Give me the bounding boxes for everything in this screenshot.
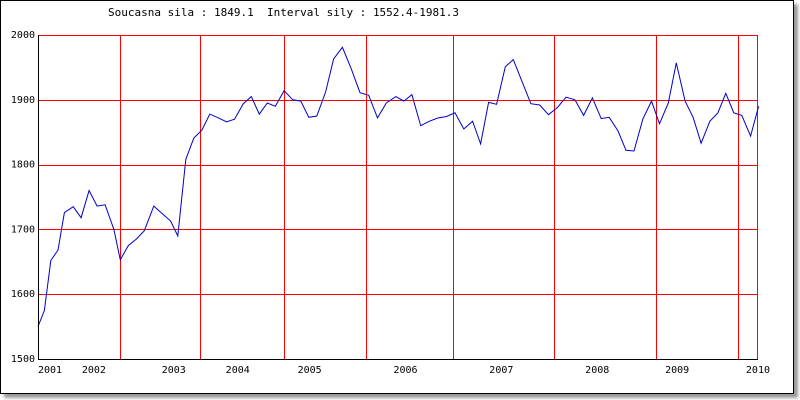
y-tick-label: 1600 bbox=[11, 289, 35, 300]
x-tick-label: 2005 bbox=[298, 365, 322, 376]
axes bbox=[38, 35, 758, 360]
chart-frame bbox=[0, 0, 794, 394]
x-tick-label: 2009 bbox=[665, 365, 689, 376]
x-tick-label: 2008 bbox=[585, 365, 609, 376]
x-tick-label: 2004 bbox=[226, 365, 250, 376]
y-tick-label: 1700 bbox=[11, 224, 35, 235]
series-line bbox=[37, 46, 760, 327]
y-tick-label: 1800 bbox=[11, 160, 35, 171]
x-tick-label: 2010 bbox=[746, 365, 770, 376]
x-tick-labels: 2001 2002 2003 2004 2005 2006 2007 2008 2009 2010 bbox=[38, 365, 770, 376]
y-tick-label: 1900 bbox=[11, 95, 35, 106]
current-force-value: 1849.1 bbox=[213, 6, 254, 19]
y-tick-labels: 1500 1600 1700 1800 1900 2000 bbox=[11, 30, 35, 365]
chart-header: Soucasna sila : 1849.1 Interval sily : 1… bbox=[108, 6, 460, 19]
x-tick-label: 2003 bbox=[162, 365, 186, 376]
series-layer bbox=[37, 46, 760, 327]
grid bbox=[38, 35, 758, 359]
x-tick-label: 2007 bbox=[489, 365, 513, 376]
x-tick-label: 2001 bbox=[38, 365, 62, 376]
y-tick-label: 2000 bbox=[11, 30, 35, 41]
x-tick-label: 2006 bbox=[393, 365, 417, 376]
force-interval-label: Interval sily bbox=[266, 6, 354, 19]
current-force-label: Soucasna sila bbox=[108, 6, 195, 19]
x-tick-label: 2002 bbox=[82, 365, 106, 376]
y-tick-label: 1500 bbox=[11, 354, 35, 365]
force-interval-value: 1552.4-1981.3 bbox=[372, 6, 460, 19]
